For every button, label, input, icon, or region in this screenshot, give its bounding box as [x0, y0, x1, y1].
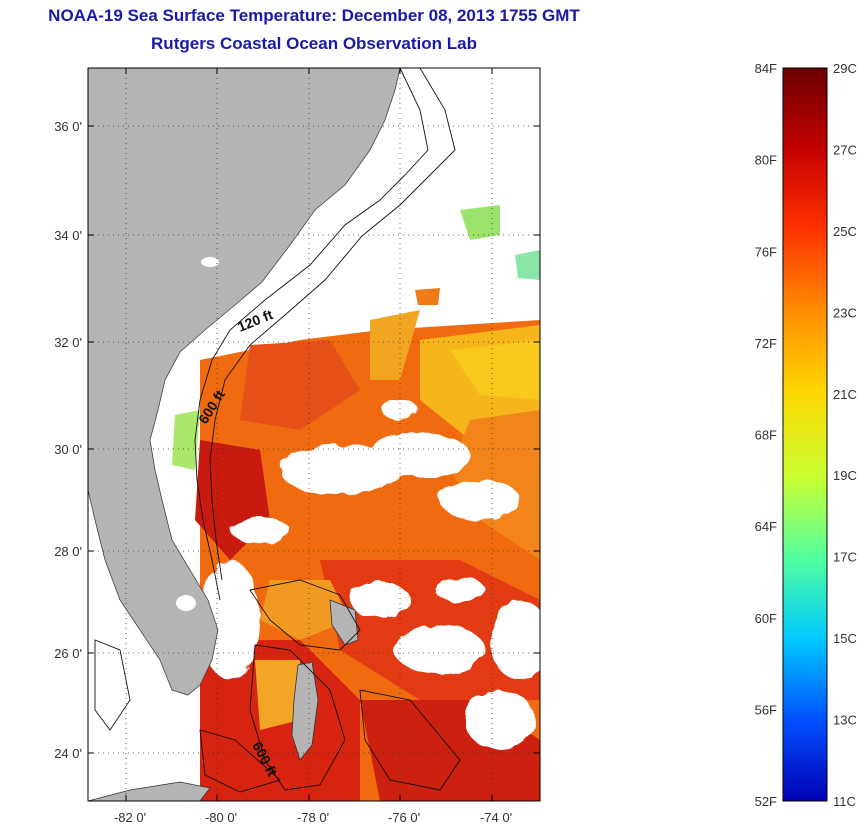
land-mass: [291, 661, 319, 761]
map-subtitle: Rutgers Coastal Ocean Observation Lab: [151, 34, 477, 53]
lon-label: -76 0': [388, 810, 420, 825]
land-mass: [88, 68, 401, 696]
lon-label: -74 0': [480, 810, 512, 825]
axis-ticks: [88, 68, 540, 801]
lon-label: -80 0': [205, 810, 237, 825]
lon-label: -82 0': [114, 810, 146, 825]
colorbar-fahrenheit-label: 56F: [755, 702, 777, 717]
colorbar-fahrenheit-label: 80F: [755, 153, 777, 168]
colorbar-fahrenheit-label: 76F: [755, 244, 777, 259]
colorbar-celsius-label: 21C: [833, 387, 857, 402]
colorbar-celsius-label: 19C: [833, 468, 857, 483]
colorbar-fahrenheit-label: 72F: [755, 336, 777, 351]
colorbar-fahrenheit-label: 60F: [755, 611, 777, 626]
colorbar-celsius-label: 27C: [833, 142, 857, 157]
colorbar-celsius-label: 25C: [833, 224, 857, 239]
lat-label: 24 0': [54, 746, 82, 761]
colorbar-fahrenheit-label: 52F: [755, 794, 777, 809]
colorbar-fahrenheit-label: 64F: [755, 519, 777, 534]
depth-contours: [94, 68, 461, 793]
colorbar-fahrenheit-label: 84F: [755, 61, 777, 76]
lat-label: 28 0': [54, 544, 82, 559]
cloud-cover: [200, 400, 540, 750]
colorbar-celsius-label: 17C: [833, 550, 857, 565]
colorbar-celsius-label: 29C: [833, 61, 857, 76]
lat-label: 36 0': [54, 119, 82, 134]
colorbar-celsius-label: 11C: [833, 794, 856, 809]
lat-label: 34 0': [54, 228, 82, 243]
lon-label: -78 0': [297, 810, 329, 825]
map-frame: [87, 67, 541, 802]
map-title: NOAA-19 Sea Surface Temperature: Decembe…: [48, 6, 580, 25]
colorbar-celsius-label: 13C: [833, 713, 857, 728]
land-mass: [88, 781, 211, 801]
lat-label: 30 0': [54, 442, 82, 457]
colorbar-celsius-label: 15C: [833, 631, 857, 646]
colorbar-celsius-label: 23C: [833, 305, 857, 320]
land-mass: [329, 599, 359, 646]
graticule: [88, 68, 540, 801]
lat-label: 26 0': [54, 646, 82, 661]
colorbar: [782, 67, 828, 802]
lat-label: 32 0': [54, 335, 82, 350]
colorbar-fahrenheit-label: 68F: [755, 428, 777, 443]
